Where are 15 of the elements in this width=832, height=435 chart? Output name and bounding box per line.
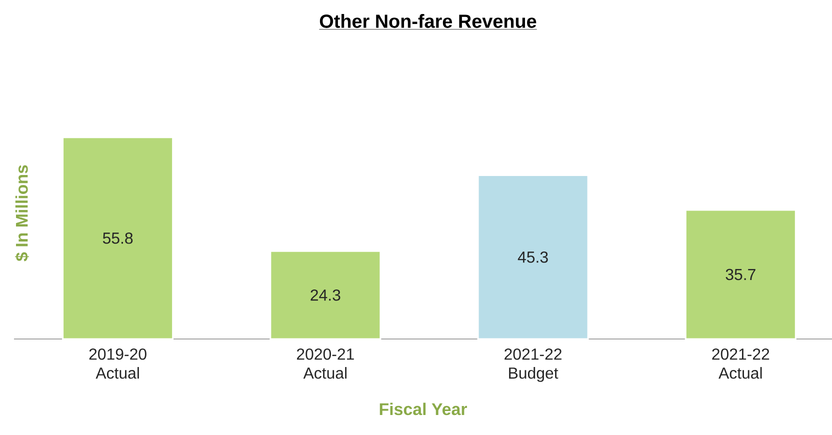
data-label: 55.8 — [102, 232, 133, 244]
data-label: 35.7 — [726, 268, 756, 280]
bar — [62, 136, 174, 340]
x-axis-title: Fiscal Year — [380, 402, 467, 416]
x-tick-label: 2020-21 Actual — [296, 348, 354, 379]
x-tick-label: 2021-22 Actual — [712, 348, 770, 379]
bar — [684, 209, 796, 340]
x-tick-label: 2021-22 Budget — [504, 348, 562, 382]
chart-title: Other Non-fare Revenue — [320, 14, 536, 28]
y-axis-title: $ In Millions — [15, 165, 29, 262]
bar — [270, 250, 382, 340]
bar — [477, 174, 589, 340]
x-tick-label: 2019-20 Actual — [89, 348, 146, 379]
data-label: 24.3 — [310, 289, 340, 301]
data-label: 45.3 — [518, 251, 548, 263]
